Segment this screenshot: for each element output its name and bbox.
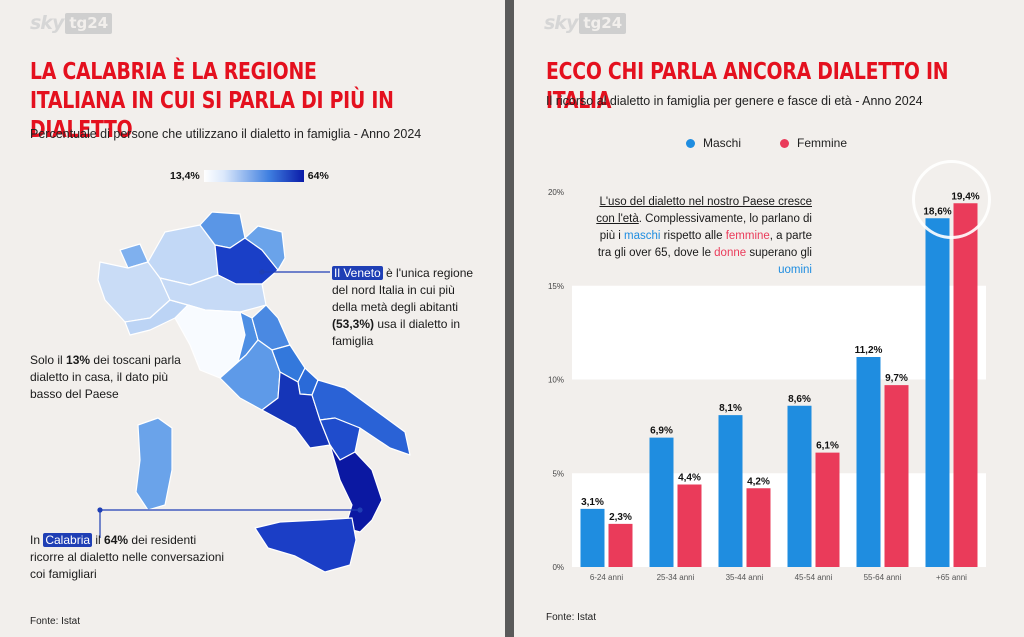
grid-band-0: [572, 473, 986, 567]
y-tick-label: 0%: [552, 563, 564, 572]
note-maschi: maschi: [624, 230, 661, 242]
logo-tg24-right: tg24: [579, 12, 627, 34]
note-uomini: uomini: [778, 264, 812, 276]
legend-maschi-dot: [686, 139, 695, 149]
note-toscana: Solo il 13% dei toscani parla dialetto i…: [30, 352, 200, 403]
bar-maschi-1: [649, 437, 674, 567]
grid-band-2: [572, 285, 986, 380]
y-tick-label: 20%: [548, 188, 564, 197]
bar-femmine-0: [608, 523, 633, 567]
italy-map: [97, 211, 411, 573]
sky-tg24-logo-right: sky tg24: [544, 12, 627, 36]
leader-veneto-dot: [259, 269, 265, 275]
data-label-femmine-1: 4,4%: [678, 473, 701, 484]
x-tick-label: 45-54 anni: [795, 573, 833, 582]
data-label-femmine-3: 6,1%: [816, 441, 839, 452]
scale-gradient: [203, 170, 304, 183]
sky-tg24-logo: sky tg24: [30, 12, 113, 36]
chart-title: ECCO CHI PARLA ANCORA DIALETTO IN ITALIA: [546, 59, 949, 114]
region-friuli: [244, 225, 286, 271]
y-tick-label: 5%: [552, 469, 564, 478]
bar-femmine-2: [746, 488, 771, 567]
chart-subtitle: Il ricorso al dialetto in famiglia per g…: [546, 94, 923, 108]
veneto-text-2: usa il dialetto in famiglia: [332, 317, 461, 348]
toscana-value: 13%: [66, 353, 91, 367]
logo-tg24: tg24: [65, 12, 113, 34]
data-label-maschi-3: 8,6%: [788, 394, 811, 405]
note-donne: donne: [714, 247, 747, 259]
note-text-3: , a parte tra gli over 65, dove le: [597, 230, 812, 259]
bar-maschi-2: [718, 415, 743, 567]
x-tick-label: 35-44 anni: [726, 573, 764, 582]
x-tick-label: 55-64 anni: [864, 573, 902, 582]
panel-map: sky tg24 LA CALABRIA È LA REGIONE ITALIAN…: [0, 0, 505, 637]
data-label-femmine-4: 9,7%: [885, 373, 908, 384]
data-label-femmine-5: 19,4%: [951, 191, 979, 202]
x-tick-label: 25-34 anni: [657, 573, 695, 582]
calabria-text-0: In: [30, 533, 44, 547]
x-tick-label: +65 anni: [936, 573, 967, 582]
y-tick-label: 15%: [548, 282, 564, 291]
calabria-text-2: dei residenti ricorre al dialetto nelle …: [30, 533, 225, 581]
color-scale: 13,4% 64%: [170, 170, 329, 183]
logo-sky-right: sky: [544, 12, 578, 34]
legend-femmine: Femmine: [780, 136, 847, 150]
bar-femmine-5: [953, 203, 978, 567]
chart-annotation: L'uso del dialetto nel nostro Paese cres…: [592, 194, 812, 279]
bar-femmine-4: [884, 385, 909, 567]
region-sicilia: [254, 517, 357, 573]
y-tick-label: 10%: [548, 376, 564, 385]
note-text-2: rispetto alle: [660, 230, 726, 242]
note-calabria: In Calabria il 64% dei residenti ricorre…: [30, 532, 230, 583]
data-label-femmine-2: 4,2%: [747, 476, 770, 487]
data-label-maschi-5: 18,6%: [923, 206, 951, 217]
data-label-maschi-2: 8,1%: [719, 403, 742, 414]
map-subtitle: Percentuale di persone che utilizzano il…: [30, 127, 422, 141]
leader-calabria-dot: [357, 507, 363, 513]
data-label-maschi-4: 11,2%: [855, 345, 883, 356]
scale-max: 64%: [307, 170, 329, 182]
source-right: Fonte: Istat: [546, 612, 597, 623]
data-label-femmine-0: 2,3%: [609, 512, 632, 523]
panel-chart: sky tg24 ECCO CHI PARLA ANCORA DIALETTO I…: [514, 0, 1024, 637]
veneto-text-1: è l'unica regione del nord Italia in cui…: [332, 266, 474, 314]
region-sardegna: [135, 417, 173, 511]
note-veneto: Il Veneto è l'unica regione del nord Ita…: [332, 265, 482, 350]
note-text-1: . Complessivamente, lo parlano di più i: [599, 213, 812, 242]
scale-min: 13,4%: [170, 170, 200, 182]
veneto-value: (53,3%): [332, 317, 375, 331]
bar-femmine-3: [815, 452, 840, 567]
data-label-maschi-1: 6,9%: [650, 426, 673, 437]
veneto-highlight: Il Veneto: [332, 266, 383, 280]
calabria-value: 64%: [104, 533, 129, 547]
note-text-4: superano gli: [746, 247, 812, 259]
legend-maschi: Maschi: [686, 136, 741, 150]
toscana-text-2: dei toscani parla dialetto in casa, il d…: [30, 353, 181, 401]
bar-maschi-0: [580, 508, 605, 567]
bar-chart: 0% 5% 10% 15% 20% 3,1% 2,3% 6-24 anni 6,9% 4,4% 25…: [548, 160, 991, 582]
note-underline: L'uso del dialetto nel nostro Paese cres…: [596, 196, 812, 225]
toscana-text-1: Solo il: [30, 353, 67, 367]
legend-maschi-label: Maschi: [703, 136, 742, 150]
calabria-text-1: il: [92, 533, 105, 547]
bar-maschi-5: [925, 218, 950, 567]
data-label-maschi-0: 3,1%: [581, 497, 604, 508]
bar-femmine-1: [677, 484, 702, 567]
legend-femmine-label: Femmine: [797, 136, 848, 150]
region-calabria: [329, 444, 383, 533]
calabria-highlight: Calabria: [43, 533, 93, 547]
logo-sky: sky: [30, 12, 64, 34]
bar-maschi-4: [856, 357, 881, 567]
legend-femmine-dot: [780, 139, 789, 149]
note-femmine: femmine: [725, 230, 770, 242]
source-left: Fonte: Istat: [30, 616, 81, 627]
highlight-circle: [912, 160, 991, 239]
leader-calabria-dot-start: [97, 507, 103, 513]
x-tick-label: 6-24 anni: [590, 573, 624, 582]
page-title: LA CALABRIA È LA REGIONE ITALIANA IN CUI…: [30, 59, 394, 143]
bar-maschi-3: [787, 405, 812, 567]
